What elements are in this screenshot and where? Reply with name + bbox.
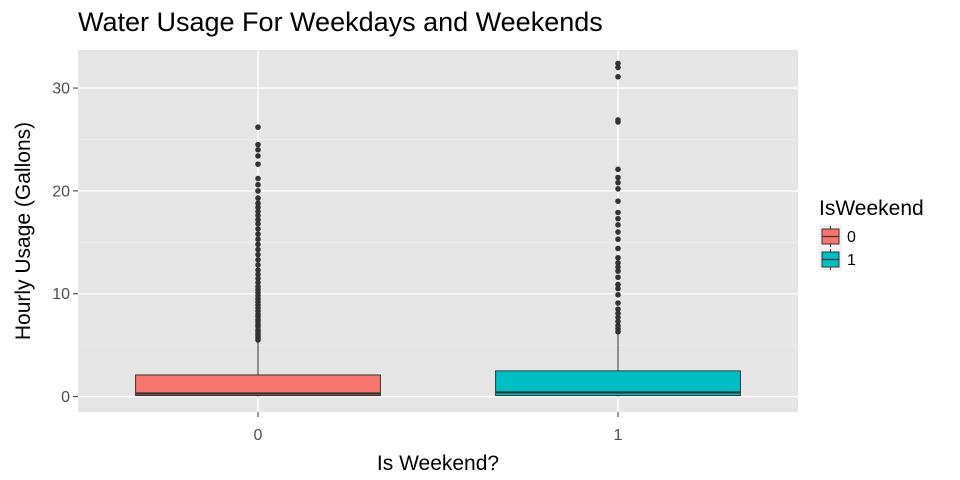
outlier-point [255,124,261,130]
axes: 0 10 20 30 0 1 [52,81,622,444]
outlier-point [255,146,261,153]
outlier-point [615,254,621,261]
outlier-point [615,186,621,192]
box-1 [495,60,741,397]
outlier-point [255,262,261,268]
outlier-point [615,222,621,228]
outlier-point [615,166,621,173]
y-tick-label: 20 [52,183,70,200]
y-tick-label: 10 [52,286,70,303]
outlier-point [615,264,621,270]
legend-label: 1 [847,252,856,269]
y-axis-title: Hourly Usage (Gallons) [12,122,35,340]
outlier-point [255,204,261,211]
outlier-point [255,153,261,159]
x-axis-title: Is Weekend? [377,452,499,475]
x-tick-label: 0 [254,427,263,444]
outlier-point [615,306,621,312]
outlier-point [255,267,261,273]
outlier-point [255,241,261,248]
outlier-point [615,314,621,321]
outlier-point [615,322,621,329]
legend-item-0: 0 [819,225,856,248]
legend: IsWeekend 0 1 [819,197,924,271]
outlier-point [255,226,261,232]
outlier-point [255,208,261,215]
outlier-point [255,236,261,243]
grid-lines [78,50,798,412]
outlier-point [615,310,621,317]
chart-title: Water Usage For Weekdays and Weekends [78,7,603,37]
outlier-point [255,212,261,219]
box-0 [135,124,381,397]
plot-panel [78,50,798,412]
outlier-point [615,245,621,252]
outlier-point [615,318,621,325]
outlier-point [255,251,261,258]
outlier-point [615,174,621,181]
outlier-point [615,281,621,288]
legend-title: IsWeekend [819,197,924,220]
outlier-point [255,271,261,277]
outlier-point [615,300,621,306]
outlier-point [255,200,261,207]
outlier-point [255,216,261,223]
outlier-point [615,285,621,292]
outlier-point [615,73,621,80]
outlier-point [615,291,621,298]
outlier-point [255,283,261,290]
legend-item-1: 1 [819,248,856,271]
outlier-point [615,117,621,123]
outlier-point [255,181,261,188]
outlier-point [615,260,621,266]
outlier-point [255,279,261,286]
outlier-point [615,236,621,243]
y-tick-label: 30 [52,81,70,98]
iqr-box [135,374,381,397]
outlier-point [255,175,261,182]
x-tick-label: 1 [614,427,623,444]
outlier-point [255,246,261,253]
outlier-point [255,275,261,282]
outlier-point [255,188,261,194]
outlier-point [255,231,261,237]
outlier-point [255,141,261,148]
outlier-point [615,209,621,216]
outlier-point [615,64,621,71]
outlier-point [615,179,621,186]
y-tick-label: 0 [61,389,70,406]
outlier-point [255,221,261,227]
outlier-point [615,215,621,222]
outlier-point [255,195,261,201]
outlier-point [255,256,261,263]
outlier-point [615,60,621,67]
boxes [135,60,741,397]
outlier-point [615,198,621,204]
outlier-point [615,268,621,274]
legend-label: 0 [847,229,856,246]
outlier-point [615,229,621,235]
outlier-point [255,161,261,167]
outlier-point [615,274,621,281]
